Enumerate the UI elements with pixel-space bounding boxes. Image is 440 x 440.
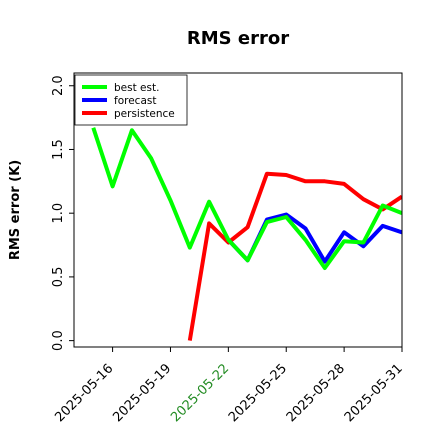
- y-axis-ticks: 0.0 0.5 1.0 1.5 2.0: [51, 75, 74, 351]
- y-axis-label: RMS error (K): [8, 160, 23, 260]
- plot-frame: [73, 72, 403, 348]
- legend-label: persistence: [114, 108, 175, 120]
- series-line-persistence: [187, 171, 402, 341]
- legend-label: forecast: [114, 95, 156, 107]
- x-tick-label: 2025-05-28: [284, 361, 348, 425]
- x-tick-label: 2025-05-16: [52, 361, 116, 425]
- series-line-best-est: [91, 127, 402, 270]
- chart-title: RMS error: [187, 28, 289, 49]
- x-tick-label: 2025-05-22: [168, 361, 232, 425]
- y-tick-label: 0.0: [51, 330, 66, 351]
- y-tick-label: 0.5: [51, 267, 66, 288]
- y-tick-label: 1.5: [51, 139, 66, 160]
- x-tick-label: 2025-05-19: [110, 361, 174, 425]
- plot-lines: [91, 127, 402, 341]
- x-axis-ticks: 2025-05-162025-05-192025-05-222025-05-25…: [52, 347, 406, 425]
- y-tick-label: 1.0: [51, 203, 66, 224]
- legend-label: best est.: [114, 82, 159, 94]
- y-tick-label: 2.0: [51, 75, 66, 96]
- x-tick-label: 2025-05-31: [342, 361, 406, 425]
- x-tick-label: 2025-05-25: [226, 361, 290, 425]
